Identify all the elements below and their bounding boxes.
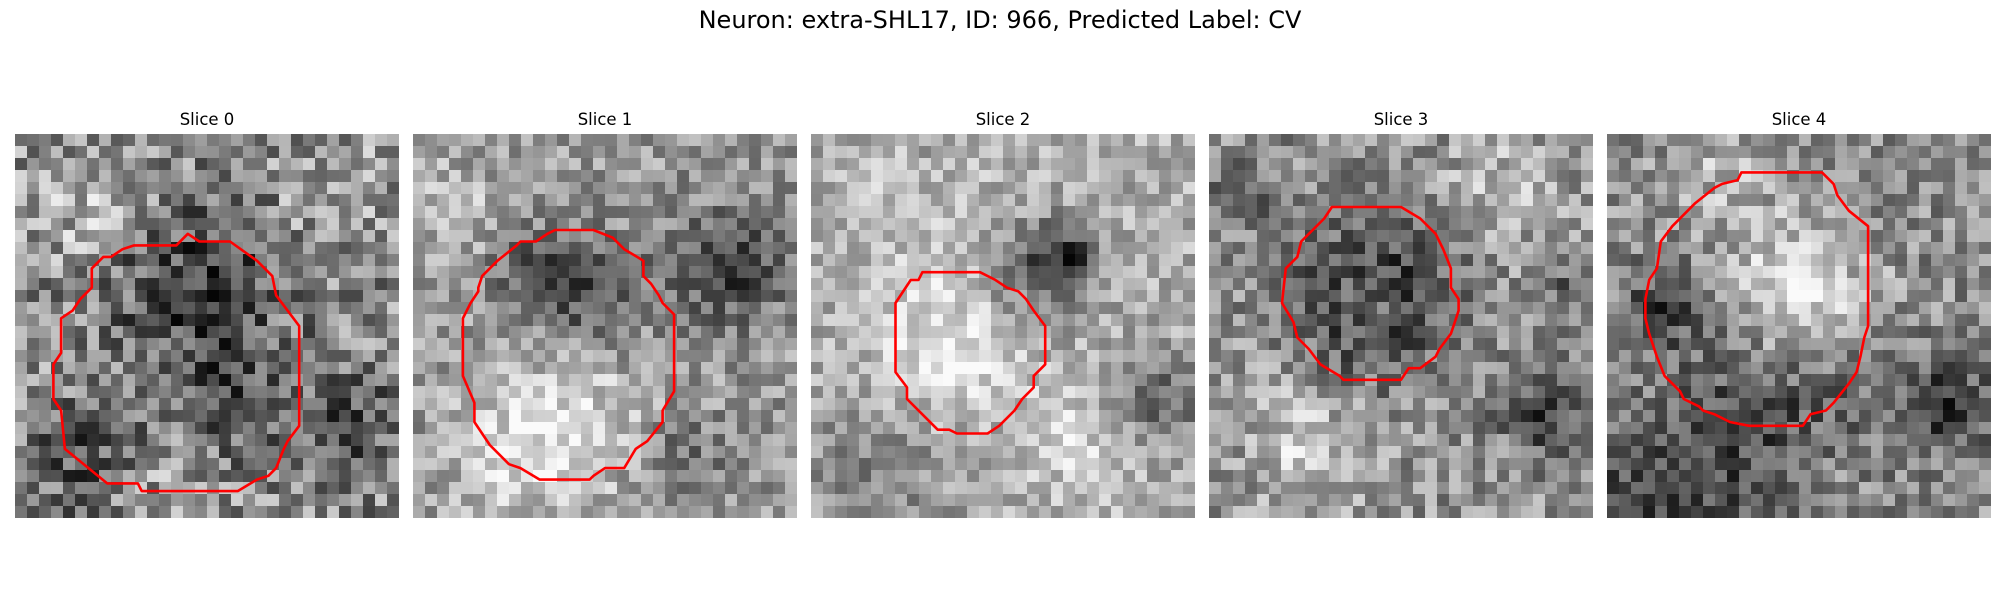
slice-image [413,134,797,518]
slice-title: Slice 0 [179,110,235,129]
slice-title: Slice 3 [1373,110,1429,129]
slice-panel-0: Slice 0 [15,108,399,518]
slice-title: Slice 1 [577,110,633,129]
slice-panel-3: Slice 3 [1209,108,1593,518]
slice-panel-2: Slice 2 [811,108,1195,518]
roi-contour [1644,171,1870,428]
slice-image [811,134,1195,518]
slice-title: Slice 2 [975,110,1031,129]
slice-image [15,134,399,518]
roi-contour [52,232,301,493]
slice-title: Slice 4 [1771,110,1827,129]
roi-contour [894,270,1047,435]
roi-contour [461,228,676,481]
slice-panel-4: Slice 4 [1607,108,1991,518]
roi-contour [1280,205,1460,382]
slice-image [1607,134,1991,518]
figure-title: Neuron: extra-SHL17, ID: 966, Predicted … [698,6,1302,34]
slice-image [1209,134,1593,518]
slice-panel-1: Slice 1 [413,108,797,518]
